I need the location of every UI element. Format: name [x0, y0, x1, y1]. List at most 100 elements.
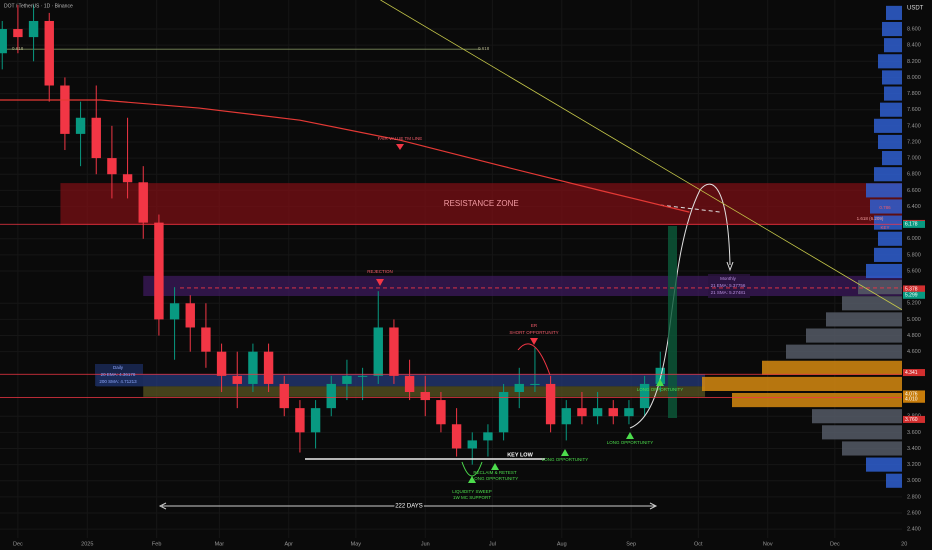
- candle-body: [232, 375, 242, 384]
- candle-body: [295, 408, 305, 433]
- volume-bar: [882, 151, 902, 166]
- volume-bar: [874, 215, 902, 230]
- price-tag: [903, 220, 925, 228]
- volume-bar: [702, 376, 902, 392]
- volume-bar: [822, 425, 902, 440]
- volume-bar: [858, 280, 902, 295]
- overlay: RESISTANCE ZONE 0.618 0.618 FAIR VALUE TM L…: [0, 0, 903, 511]
- daily-box: [95, 364, 143, 386]
- symbol: DOT / TetherUS · 1D · Binance: [4, 3, 73, 9]
- y-tick-label: 6.800: [907, 172, 921, 178]
- candle-body: [420, 392, 430, 401]
- candle-body: [577, 408, 587, 417]
- x-tick-label: 2025: [81, 541, 93, 547]
- volume-bar: [874, 167, 902, 182]
- y-tick-label: 3.200: [907, 462, 921, 468]
- annotation: 1W MC SUPPORT: [453, 495, 491, 500]
- annotation: LONG OPPORTUNITY: [607, 440, 653, 445]
- candle-body: [60, 85, 70, 134]
- volume-bar: [762, 360, 902, 375]
- x-tick-label: Oct: [694, 541, 703, 547]
- volume-bar: [874, 118, 902, 133]
- top-arc: [517, 343, 551, 376]
- candle-body: [342, 375, 352, 384]
- candle-body: [451, 424, 462, 449]
- annotation: Daily: [113, 365, 124, 370]
- arrow-down: [376, 279, 384, 286]
- y-tick-label: 5.800: [907, 252, 921, 258]
- x-tick-label: Jun: [421, 541, 430, 547]
- y-tick-label: 8.600: [907, 26, 921, 32]
- projection-path: [629, 183, 731, 429]
- y-tick-label: 3.600: [907, 430, 921, 436]
- y-tick-label: 2.400: [907, 527, 921, 533]
- annotation: SHORT OPPORTUNITY: [509, 330, 558, 335]
- annotation: LONG OPPORTUNITY: [542, 457, 588, 462]
- candle-body: [310, 408, 321, 433]
- annotation: LIQUIDITY SWEEP: [452, 489, 491, 494]
- y-tick-label: 2.800: [907, 494, 921, 500]
- volume-bar: [886, 5, 902, 20]
- volume-bar: [870, 199, 902, 214]
- candle-body: [498, 392, 509, 433]
- y-tick-label: 5.000: [907, 317, 921, 323]
- candle-body: [154, 222, 164, 320]
- volume-bar: [886, 473, 902, 488]
- price-tag-label: 4.076: [905, 391, 918, 397]
- plot: [0, 4, 665, 465]
- y-tick-label: 7.800: [907, 91, 921, 97]
- candle-body: [169, 303, 180, 320]
- y-tick-label: 7.600: [907, 107, 921, 113]
- price-tag-label: 6.178: [905, 222, 918, 228]
- candle-body: [75, 117, 86, 134]
- y-tick-label: 2.600: [907, 510, 921, 516]
- y-tick-label: 7.000: [907, 156, 921, 162]
- annotation: 0.618: [12, 46, 24, 51]
- y-tick-label: 4.800: [907, 333, 921, 339]
- candle-body: [436, 400, 446, 425]
- x-tick-label: Jul: [489, 541, 496, 547]
- projection-candle: [668, 226, 677, 418]
- annotation: LONG OPPORTUNITY: [637, 387, 683, 392]
- volume-bar: [866, 457, 902, 472]
- annotation: 222 DAYS: [395, 504, 423, 510]
- candle-body: [201, 327, 211, 352]
- zone: [143, 275, 902, 297]
- y-tick-label: 3.000: [907, 478, 921, 484]
- volume-bar: [732, 393, 902, 408]
- annotation: 20 EMA: 4.36178: [101, 372, 136, 377]
- zone: [96, 374, 706, 387]
- y-tick-label: 3.400: [907, 446, 921, 452]
- x-tick-label: Dec: [830, 541, 840, 547]
- x-tick-label: 20: [901, 541, 907, 547]
- x-tick-label: Dec: [13, 541, 23, 547]
- annotation: FAIR VALUE TM LINE: [378, 136, 423, 141]
- volume-bar: [826, 312, 902, 327]
- volume-bar: [842, 441, 902, 456]
- zone-label: RESISTANCE ZONE: [444, 199, 519, 208]
- annotation: 21 SMA: 5.27481: [711, 290, 746, 295]
- candle-body: [373, 327, 383, 376]
- candle-body: [639, 383, 650, 409]
- price-tag: [903, 395, 925, 403]
- volume-bar: [882, 70, 902, 85]
- price-tag-label: 4.341: [905, 370, 918, 376]
- zone: [60, 183, 902, 226]
- candle-body: [13, 29, 23, 38]
- arrow-down: [396, 144, 404, 150]
- candle-body: [28, 20, 39, 38]
- candle-body: [404, 375, 415, 393]
- y-tick-label: 6.400: [907, 204, 921, 210]
- x-tick-label: Mar: [215, 541, 225, 547]
- y-tick-label: 6.600: [907, 188, 921, 194]
- zone: [143, 386, 706, 397]
- candle-body: [483, 432, 493, 441]
- candle-body: [248, 351, 258, 384]
- candle-body: [279, 383, 289, 409]
- price-tag: [903, 285, 925, 293]
- candle-body: [263, 351, 274, 384]
- price-tag: [903, 291, 925, 299]
- axis: 2.4002.6002.8003.0003.2003.4003.6003.800…: [13, 26, 925, 547]
